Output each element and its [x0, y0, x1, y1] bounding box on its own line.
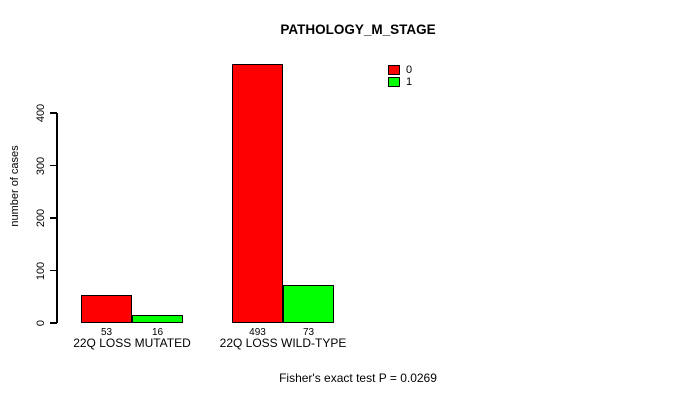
y-tick-mark — [50, 217, 57, 219]
legend-label: 0 — [406, 64, 413, 76]
legend-row: 1 — [388, 76, 412, 88]
y-tick-label: 200 — [35, 208, 47, 228]
bar-value-label: 493 — [249, 327, 266, 338]
y-tick-label: 100 — [35, 261, 47, 280]
bar-1-1 — [132, 315, 183, 323]
y-tick-mark — [50, 164, 57, 167]
bar-0-2 — [232, 64, 283, 323]
bar-value-label: 73 — [302, 327, 315, 338]
chart-title: PATHOLOGY_M_STAGE — [280, 22, 436, 37]
y-tick-mark — [50, 112, 57, 114]
legend-swatch-icon — [388, 65, 400, 75]
legend-label: 1 — [406, 76, 413, 88]
bar-value-label: 53 — [100, 327, 113, 338]
bar-0-1 — [81, 295, 132, 323]
y-axis-title: number of cases — [9, 145, 21, 227]
annotation-text: Fisher's exact test P = 0.0269 — [279, 371, 437, 385]
y-tick-label: 0 — [35, 319, 47, 327]
category-label: 22Q LOSS MUTATED — [73, 336, 191, 350]
legend-swatch-icon — [388, 77, 400, 87]
bar-1-2 — [283, 285, 334, 323]
category-label: 22Q LOSS WILD-TYPE — [219, 336, 347, 350]
y-tick-mark — [50, 269, 57, 272]
y-tick-label: 400 — [35, 103, 47, 123]
legend-row: 0 — [388, 64, 412, 76]
y-tick-mark — [50, 322, 57, 324]
bar-value-label: 16 — [151, 327, 164, 338]
y-tick-label: 300 — [35, 156, 47, 175]
